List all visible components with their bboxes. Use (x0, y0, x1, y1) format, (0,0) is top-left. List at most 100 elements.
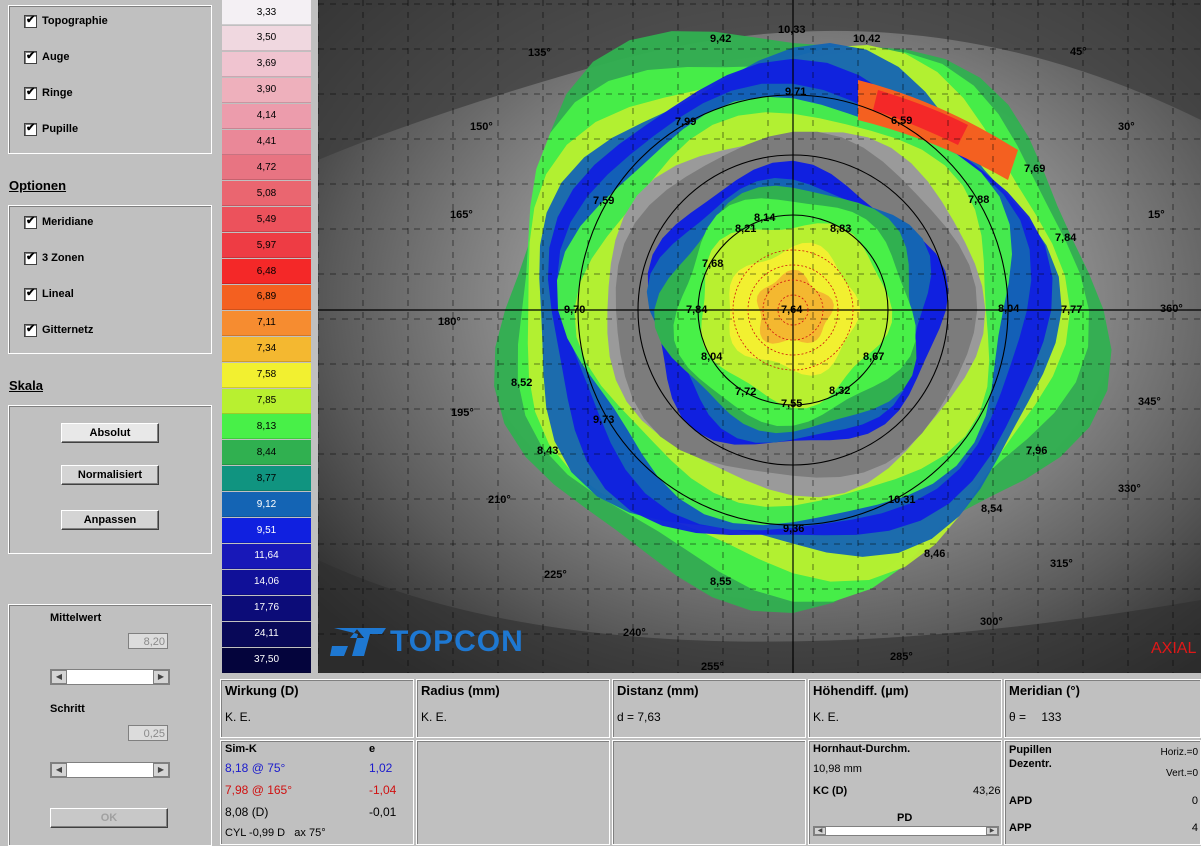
mittelwert-slider[interactable]: ◀ ▶ (50, 669, 170, 685)
checkbox-box[interactable]: ✔ (24, 286, 37, 301)
option-checkbox-2[interactable]: ✔ Lineal (24, 286, 74, 302)
option-checkbox-label: 3 Zonen (42, 252, 85, 264)
theta-value: 133 (1041, 710, 1062, 724)
curvature-value: 8,46 (924, 548, 945, 560)
distanz-title: Distanz (mm) (617, 683, 699, 698)
scale-cell: 6,48 (222, 259, 311, 284)
option-checkbox-1[interactable]: ✔ 3 Zonen (24, 250, 84, 266)
simk-header: Sim-K (225, 743, 257, 755)
angle-label: 150° (470, 121, 493, 133)
checkbox-box[interactable]: ✔ (24, 14, 37, 28)
option-checkbox-3[interactable]: ✔ Gitternetz (24, 322, 93, 338)
normalisiert-button[interactable]: Normalisiert (61, 465, 159, 485)
simk-panel: Sim-K e 8,18 @ 75° 1,02 7,98 @ 165° -1,0… (220, 740, 414, 845)
angle-label: 255° (701, 661, 724, 673)
apd-value: 0 (1191, 795, 1198, 807)
angle-label: 315° (1050, 558, 1073, 570)
curvature-value: 9,36 (783, 523, 804, 535)
slider-right-arrow-icon[interactable]: ▶ (153, 763, 169, 777)
check-icon: ✔ (26, 214, 36, 227)
horiz-value: Horiz.=0 (1160, 747, 1198, 758)
curvature-value: 10,33 (778, 24, 806, 36)
curvature-value: 6,59 (891, 115, 912, 127)
option-checkbox-label: Meridiane (42, 216, 94, 228)
topcon-logo-icon (330, 628, 386, 656)
angle-label: 180° (438, 316, 461, 328)
hornhaut-title: Hornhaut-Durchm. (813, 743, 911, 755)
radius-panel: Radius (mm) K. E. (416, 679, 610, 738)
curvature-value: 7,84 (1055, 232, 1077, 244)
checkbox-box[interactable]: ✔ (24, 50, 37, 64)
empty-panel-distanz (612, 740, 806, 845)
scale-cell: 9,12 (222, 492, 311, 518)
absolut-button[interactable]: Absolut (61, 423, 159, 443)
topcon-logo: TOPCON (330, 622, 524, 662)
display-checkbox-1[interactable]: ✔ Auge (24, 49, 70, 65)
app-label: APP (1009, 822, 1032, 834)
display-checkbox-label: Ringe (42, 87, 73, 99)
distanz-panel: Distanz (mm) d = 7,63 (612, 679, 806, 738)
slider-left-arrow-icon[interactable]: ◀ (51, 763, 67, 777)
distanz-value: d = 7,63 (617, 710, 661, 724)
pd-slider[interactable]: ◀ ▶ (813, 826, 999, 836)
anpassen-button[interactable]: Anpassen (61, 510, 159, 530)
curvature-value: 9,70 (564, 304, 585, 316)
angle-label: 30° (1118, 121, 1135, 133)
simk-cyl: CYL -0,99 D ax 75° (225, 827, 326, 839)
scale-cell: 9,51 (222, 518, 311, 543)
contour-ring (732, 249, 854, 371)
topography-map[interactable]: 45° 30° 15° 360° 345° 330° 315° 300° 285° 255° 240… (318, 0, 1201, 673)
scale-cell: 24,11 (222, 621, 311, 647)
display-checkbox-2[interactable]: ✔ Ringe (24, 85, 73, 101)
angle-label: 345° (1138, 396, 1161, 408)
curvature-value: 7,99 (675, 116, 696, 128)
display-checkbox-0[interactable]: ✔ Topographie (24, 13, 108, 29)
scale-cell: 3,50 (222, 25, 311, 51)
angle-label: 300° (980, 616, 1003, 628)
simk-row3-e: -0,01 (369, 805, 397, 819)
curvature-value: 7,64 (781, 304, 803, 316)
curvature-value: 8,54 (981, 503, 1003, 515)
scale-cell: 8,44 (222, 440, 311, 466)
vert-value: Vert.=0 (1166, 768, 1198, 779)
display-group (8, 5, 212, 154)
pupillen-title2: Dezentr. (1009, 758, 1052, 770)
checkbox-box[interactable]: ✔ (24, 251, 37, 265)
contour-ring (777, 294, 809, 326)
ok-button[interactable]: OK (50, 808, 168, 828)
check-icon: ✔ (26, 286, 36, 299)
mittelwert-field[interactable]: 8,20 (128, 633, 168, 649)
display-checkbox-label: Pupille (42, 123, 79, 135)
meridian-panel: Meridian (°) θ = 133 (1004, 679, 1201, 738)
pupillen-title1: Pupillen (1009, 744, 1052, 756)
schritt-label: Schritt (50, 703, 85, 715)
option-checkbox-0[interactable]: ✔ Meridiane (24, 214, 93, 230)
slider-left-arrow-icon[interactable]: ◀ (51, 670, 67, 684)
zone-circle (637, 154, 949, 466)
kc-value: 43,26 (973, 785, 1001, 797)
checkbox-box[interactable]: ✔ (24, 214, 37, 229)
contour-ring (762, 279, 824, 341)
scale-cell: 7,11 (222, 310, 311, 336)
angle-label: 330° (1118, 483, 1141, 495)
scale-cell: 37,50 (222, 647, 311, 673)
checkbox-box[interactable]: ✔ (24, 323, 37, 337)
slider-right-arrow-icon[interactable]: ▶ (986, 827, 998, 835)
pupillen-panel: Pupillen Dezentr. Horiz.=0 Vert.=0 APD 0… (1004, 740, 1201, 845)
options-group (8, 205, 212, 354)
checkbox-box[interactable]: ✔ (24, 121, 37, 136)
hornhaut-panel: Hornhaut-Durchm. 10,98 mm KC (D) 43,26 P… (808, 740, 1002, 845)
slider-right-arrow-icon[interactable]: ▶ (153, 670, 169, 684)
slider-left-arrow-icon[interactable]: ◀ (814, 827, 826, 835)
radius-value: K. E. (421, 710, 448, 724)
scale-cell: 7,58 (222, 362, 311, 388)
display-checkbox-3[interactable]: ✔ Pupille (24, 121, 78, 137)
checkbox-box[interactable]: ✔ (24, 85, 37, 100)
check-icon: ✔ (26, 121, 36, 134)
wirkung-value: K. E. (225, 710, 252, 724)
schritt-field[interactable]: 0,25 (128, 725, 168, 741)
check-icon: ✔ (26, 85, 36, 98)
contour-ring (747, 264, 839, 356)
schritt-slider[interactable]: ◀ ▶ (50, 762, 170, 778)
scale-cell: 7,85 (222, 388, 311, 414)
